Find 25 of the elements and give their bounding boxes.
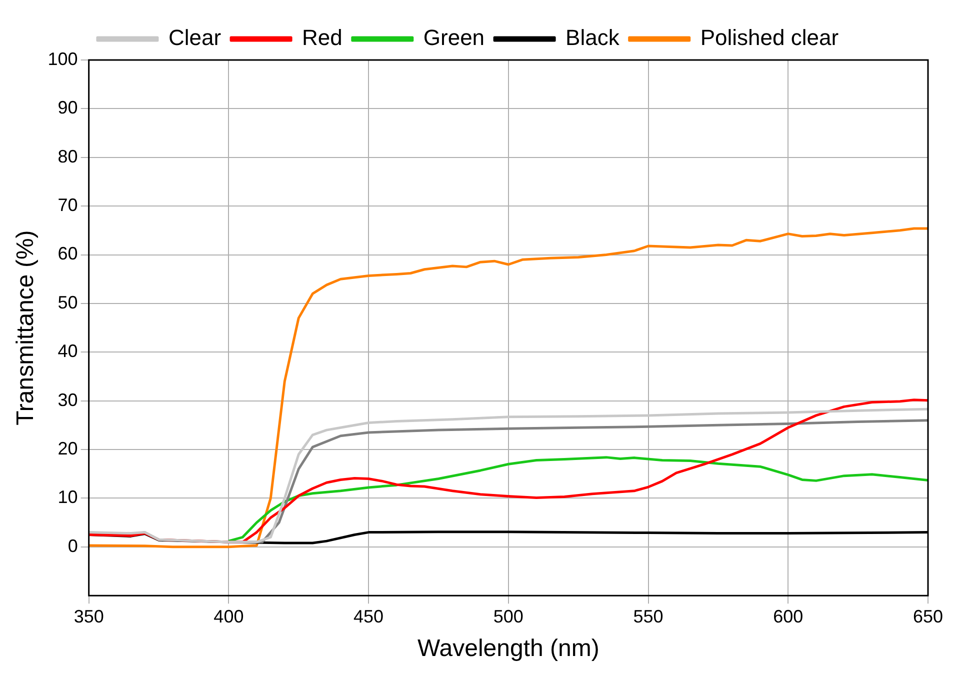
x-axis-title: Wavelength (nm) xyxy=(417,635,600,662)
y-tick-label: 30 xyxy=(58,390,78,410)
x-tick-label: 400 xyxy=(214,606,244,626)
legend-label: Green xyxy=(423,25,485,50)
y-tick-label: 70 xyxy=(58,195,78,216)
y-tick-label: 0 xyxy=(68,536,78,556)
y-tick-label: 20 xyxy=(58,438,78,458)
x-tick-label: 350 xyxy=(74,606,104,626)
legend-label: Polished clear xyxy=(700,25,839,50)
y-tick-label: 10 xyxy=(58,487,78,508)
y-tick-label: 60 xyxy=(58,244,78,264)
x-tick-label: 650 xyxy=(912,606,944,626)
y-tick-label: 90 xyxy=(58,98,78,118)
y-tick-label: 50 xyxy=(58,292,78,312)
x-tick-label: 550 xyxy=(633,606,664,626)
y-axis-title: Transmittance (%) xyxy=(12,230,40,426)
legend-label: Black xyxy=(566,25,620,50)
x-tick-label: 600 xyxy=(773,606,804,626)
y-tick-label: 40 xyxy=(58,341,78,362)
y-tick-label: 100 xyxy=(48,48,78,69)
x-tick-label: 450 xyxy=(354,606,384,626)
y-tick-label: 80 xyxy=(58,146,78,166)
legend-label: Red xyxy=(302,25,342,50)
legend-label: Clear xyxy=(168,25,222,50)
x-tick-label: 500 xyxy=(493,606,524,626)
